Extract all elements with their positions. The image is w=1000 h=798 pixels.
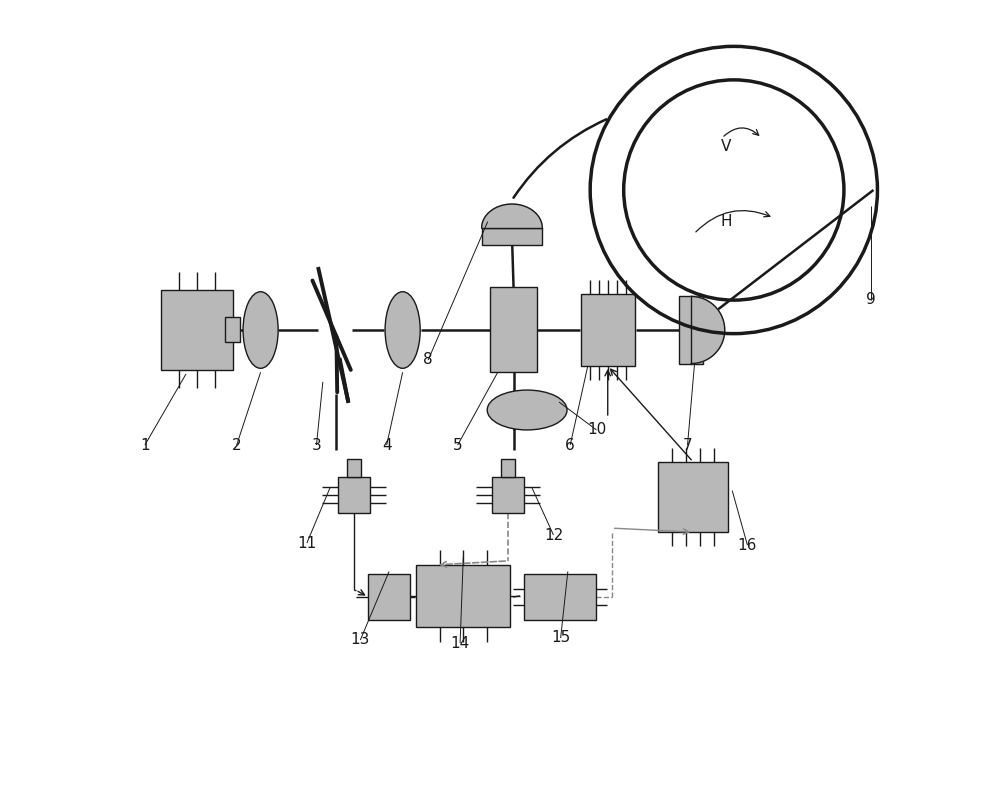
Bar	[581, 294, 635, 366]
Bar	[658, 462, 728, 532]
Text: 6: 6	[565, 437, 575, 452]
Text: 4: 4	[382, 437, 391, 452]
Ellipse shape	[243, 292, 278, 369]
Bar	[490, 287, 537, 373]
Text: 15: 15	[551, 630, 570, 646]
Text: 16: 16	[738, 538, 757, 552]
Text: 7: 7	[683, 437, 692, 452]
Text: 11: 11	[297, 535, 317, 551]
Bar	[225, 318, 240, 342]
Text: 1: 1	[140, 437, 150, 452]
Bar	[416, 565, 510, 627]
Bar	[161, 290, 233, 370]
Bar	[501, 459, 515, 476]
Bar	[679, 297, 703, 364]
Text: 12: 12	[544, 527, 563, 543]
Bar	[338, 477, 370, 512]
Text: H: H	[720, 215, 732, 229]
Text: 2: 2	[232, 437, 241, 452]
Ellipse shape	[385, 292, 420, 369]
Text: 10: 10	[587, 422, 606, 437]
Text: 3: 3	[312, 437, 321, 452]
Ellipse shape	[487, 390, 567, 430]
Polygon shape	[691, 297, 725, 364]
Text: V: V	[721, 139, 731, 153]
Bar	[482, 228, 542, 245]
Bar	[492, 477, 524, 512]
Text: 8: 8	[423, 353, 433, 368]
Bar	[368, 574, 410, 620]
Polygon shape	[482, 204, 542, 228]
Text: 9: 9	[866, 293, 876, 307]
Bar	[524, 574, 596, 620]
Bar	[347, 459, 361, 476]
Text: 13: 13	[351, 633, 370, 647]
Text: 14: 14	[450, 635, 470, 650]
Text: 5: 5	[453, 437, 463, 452]
